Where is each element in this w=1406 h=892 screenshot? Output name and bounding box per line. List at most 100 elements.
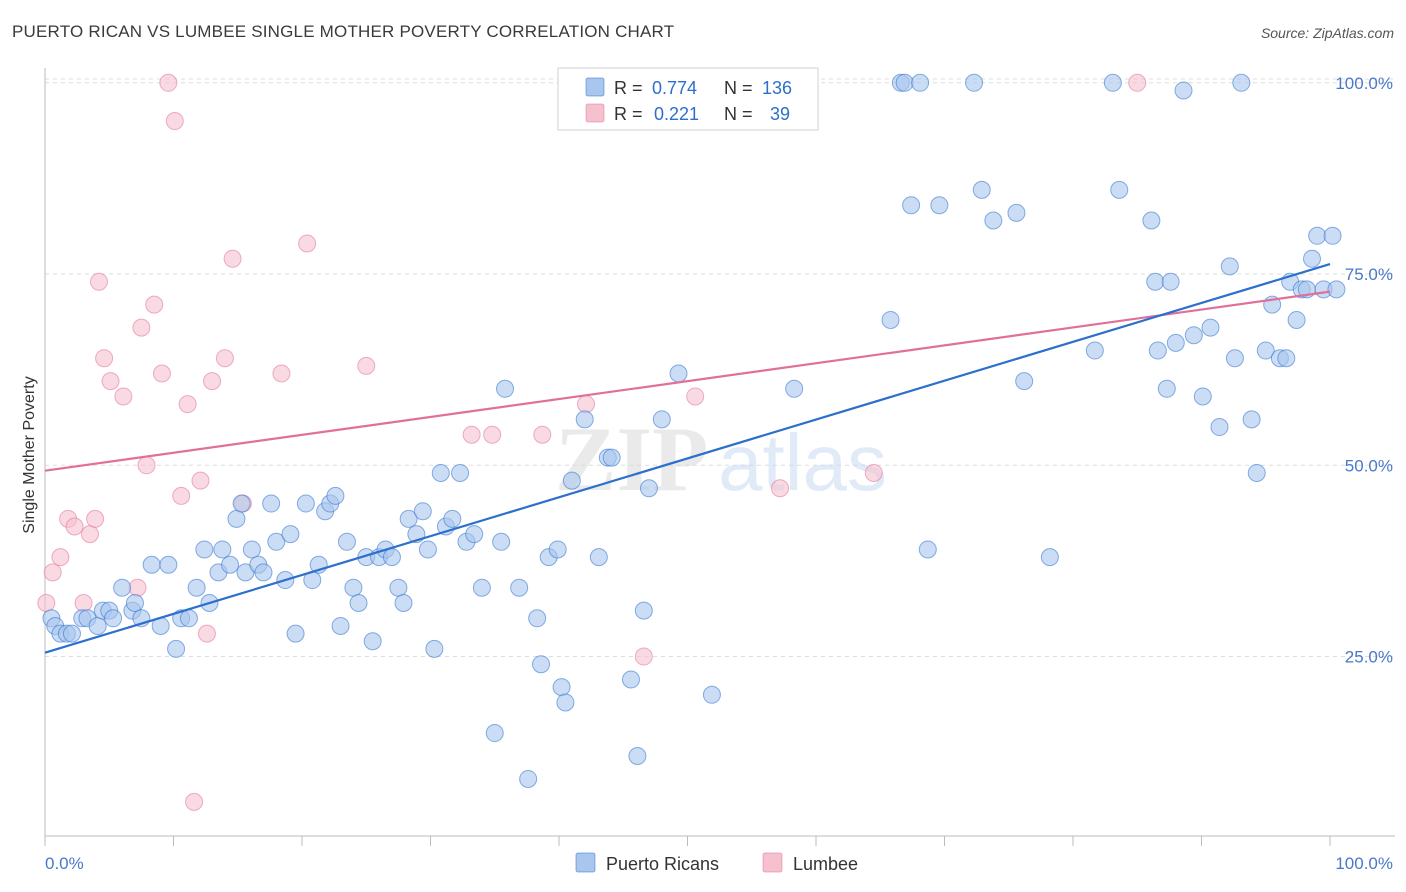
series-legend: Puerto Ricans Lumbee — [575, 852, 858, 874]
point-puerto-ricans-95 — [911, 73, 930, 92]
point-puerto-ricans-96 — [930, 196, 949, 215]
puerto-rican-points — [42, 73, 1346, 788]
y-axis-title: Single Mother Poverty — [21, 376, 38, 533]
source-label: Source: ZipAtlas.com — [1260, 25, 1394, 41]
point-puerto-ricans-65 — [465, 525, 484, 544]
point-puerto-ricans-112 — [1166, 333, 1185, 352]
point-puerto-ricans-70 — [510, 578, 529, 597]
point-lumbee-23 — [197, 624, 216, 643]
point-lumbee-18 — [165, 112, 184, 131]
stats-legend: R = 0.774 N = 136 R = 0.221 N = 39 — [557, 67, 819, 131]
point-lumbee-29 — [298, 234, 317, 253]
point-puerto-ricans-86 — [639, 479, 658, 498]
point-lumbee-10 — [101, 372, 120, 391]
point-puerto-ricans-82 — [602, 448, 621, 467]
point-puerto-ricans-37 — [286, 624, 305, 643]
point-puerto-ricans-4 — [62, 624, 81, 643]
point-puerto-ricans-30 — [242, 540, 261, 559]
point-puerto-ricans-118 — [1220, 257, 1239, 276]
point-puerto-ricans-98 — [965, 73, 984, 92]
point-lumbee-33 — [533, 425, 552, 444]
point-puerto-ricans-115 — [1193, 387, 1212, 406]
point-puerto-ricans-121 — [1242, 410, 1261, 429]
point-lumbee-1 — [43, 563, 62, 582]
chart-title: PUERTO RICAN VS LUMBEE SINGLE MOTHER POV… — [12, 22, 675, 41]
point-puerto-ricans-103 — [1040, 548, 1059, 567]
point-puerto-ricans-63 — [451, 463, 470, 482]
point-puerto-ricans-57 — [413, 502, 432, 521]
point-puerto-ricans-27 — [227, 509, 246, 528]
point-puerto-ricans-58 — [418, 540, 437, 559]
watermark-atlas: atlas — [718, 418, 887, 507]
point-lumbee-31 — [462, 425, 481, 444]
point-lumbee-24 — [203, 372, 222, 391]
trend-line-puerto-ricans — [44, 263, 1331, 654]
point-puerto-ricans-25 — [213, 540, 232, 559]
point-puerto-ricans-71 — [519, 769, 538, 788]
point-lumbee-16 — [152, 364, 171, 383]
point-lumbee-21 — [185, 792, 204, 811]
point-lumbee-5 — [74, 594, 93, 612]
point-puerto-ricans-32 — [254, 563, 273, 582]
point-puerto-ricans-101 — [1007, 203, 1026, 222]
point-puerto-ricans-26 — [221, 555, 240, 574]
point-lumbee-7 — [86, 509, 105, 528]
point-lumbee-19 — [172, 486, 191, 505]
point-puerto-ricans-110 — [1157, 379, 1176, 398]
legend-r-value-2: 0.221 — [654, 104, 699, 124]
point-puerto-ricans-93 — [895, 73, 914, 92]
tick-labels: 25.0% 50.0% 75.0% 100.0% 0.0% 100.0% — [45, 74, 1393, 873]
point-puerto-ricans-22 — [195, 540, 214, 559]
y-tick-label-0: 25.0% — [1345, 648, 1393, 667]
point-puerto-ricans-107 — [1142, 211, 1161, 230]
point-puerto-ricans-85 — [634, 601, 653, 620]
point-puerto-ricans-54 — [394, 594, 413, 612]
point-lumbee-35 — [634, 647, 653, 666]
point-lumbee-8 — [89, 272, 108, 291]
series-legend-swatch-lumbee — [762, 852, 783, 873]
point-puerto-ricans-68 — [492, 532, 511, 551]
point-lumbee-32 — [483, 425, 502, 444]
point-lumbee-14 — [137, 456, 156, 475]
point-lumbee-30 — [357, 356, 376, 375]
point-lumbee-0 — [37, 594, 56, 612]
point-lumbee-17 — [159, 73, 178, 92]
point-puerto-ricans-99 — [972, 180, 991, 199]
point-lumbee-39 — [1128, 73, 1147, 92]
legend-n-label-2: N = — [724, 104, 753, 124]
point-puerto-ricans-88 — [669, 364, 688, 383]
point-lumbee-37 — [771, 479, 790, 498]
point-puerto-ricans-21 — [187, 578, 206, 597]
point-puerto-ricans-76 — [552, 678, 571, 697]
point-puerto-ricans-47 — [349, 594, 368, 612]
point-puerto-ricans-126 — [1277, 349, 1296, 368]
point-puerto-ricans-62 — [443, 509, 462, 528]
point-lumbee-25 — [215, 349, 234, 368]
point-puerto-ricans-43 — [326, 486, 345, 505]
lumbee-points — [37, 73, 1147, 811]
series-legend-swatch-puerto-ricans — [575, 852, 596, 873]
point-puerto-ricans-80 — [589, 548, 608, 567]
point-puerto-ricans-72 — [528, 609, 547, 628]
point-puerto-ricans-122 — [1247, 463, 1266, 482]
point-puerto-ricans-117 — [1210, 418, 1229, 437]
point-lumbee-34 — [576, 395, 595, 414]
point-puerto-ricans-116 — [1201, 318, 1220, 337]
point-lumbee-28 — [272, 364, 291, 383]
point-puerto-ricans-52 — [382, 548, 401, 567]
point-puerto-ricans-78 — [562, 471, 581, 490]
point-puerto-ricans-44 — [331, 616, 350, 635]
point-lumbee-20 — [178, 395, 197, 414]
point-puerto-ricans-90 — [785, 379, 804, 398]
point-puerto-ricans-109 — [1148, 341, 1167, 360]
point-puerto-ricans-131 — [1303, 249, 1322, 268]
point-puerto-ricans-104 — [1085, 341, 1104, 360]
legend-swatch-lumbee — [585, 103, 605, 123]
x-tick-label-min: 0.0% — [45, 854, 84, 873]
legend-n-value-1: 136 — [762, 78, 792, 98]
point-lumbee-15 — [145, 295, 164, 314]
point-lumbee-2 — [51, 548, 70, 567]
point-puerto-ricans-114 — [1184, 326, 1203, 345]
point-puerto-ricans-33 — [262, 494, 281, 513]
